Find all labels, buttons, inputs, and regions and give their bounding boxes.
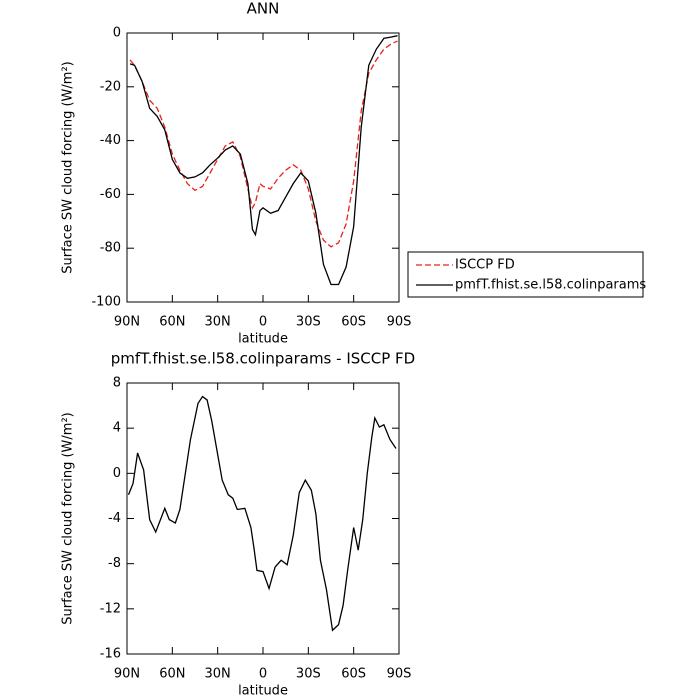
legend-box (407, 251, 644, 298)
plot-frame (126, 382, 400, 655)
y-tick-label: -60 (100, 187, 121, 202)
y-tick-label: -80 (100, 241, 121, 256)
x-tick-label: 90S (387, 667, 412, 682)
chart-title: pmfT.fhist.se.l58.colinparams - ISCCP FD (111, 350, 415, 368)
data-line (127, 395, 397, 632)
x-axis-label: latitude (238, 332, 288, 347)
x-tick-label: 90N (114, 315, 140, 330)
x-tick-label: 60S (341, 315, 366, 330)
y-tick-label: -40 (100, 133, 121, 148)
x-axis-label: latitude (238, 684, 288, 699)
x-tick-label: 30N (205, 667, 231, 682)
y-tick-label: 0 (113, 26, 121, 41)
y-tick-label: -20 (100, 79, 121, 94)
x-tick-label: 60N (159, 315, 185, 330)
x-tick-label: 60S (341, 667, 366, 682)
y-tick-label: -100 (91, 295, 121, 310)
y-tick-label: -8 (108, 556, 121, 571)
legend-label: ISCCP FD (455, 258, 515, 273)
y-tick-label: -4 (108, 511, 121, 526)
y-tick-label: 0 (113, 466, 121, 481)
x-tick-label: 0 (259, 315, 267, 330)
x-tick-label: 30S (296, 315, 321, 330)
x-tick-label: 0 (259, 667, 267, 682)
chart-title: ANN (247, 0, 280, 18)
x-tick-label: 60N (159, 667, 185, 682)
y-tick-label: -16 (100, 647, 121, 662)
y-tick-label: -12 (100, 601, 121, 616)
legend-label: pmfT.fhist.se.l58.colinparams (455, 278, 646, 293)
data-line (129, 40, 398, 248)
y-axis-label: Surface SW cloud forcing (W/m²) (61, 412, 76, 624)
y-tick-label: 8 (113, 376, 121, 391)
y-axis-label: Surface SW cloud forcing (W/m²) (61, 61, 76, 273)
x-tick-label: 30N (205, 315, 231, 330)
data-line (129, 35, 398, 286)
y-tick-label: 4 (113, 421, 121, 436)
x-tick-label: 90S (387, 315, 412, 330)
x-tick-label: 90N (114, 667, 140, 682)
x-tick-label: 30S (296, 667, 321, 682)
